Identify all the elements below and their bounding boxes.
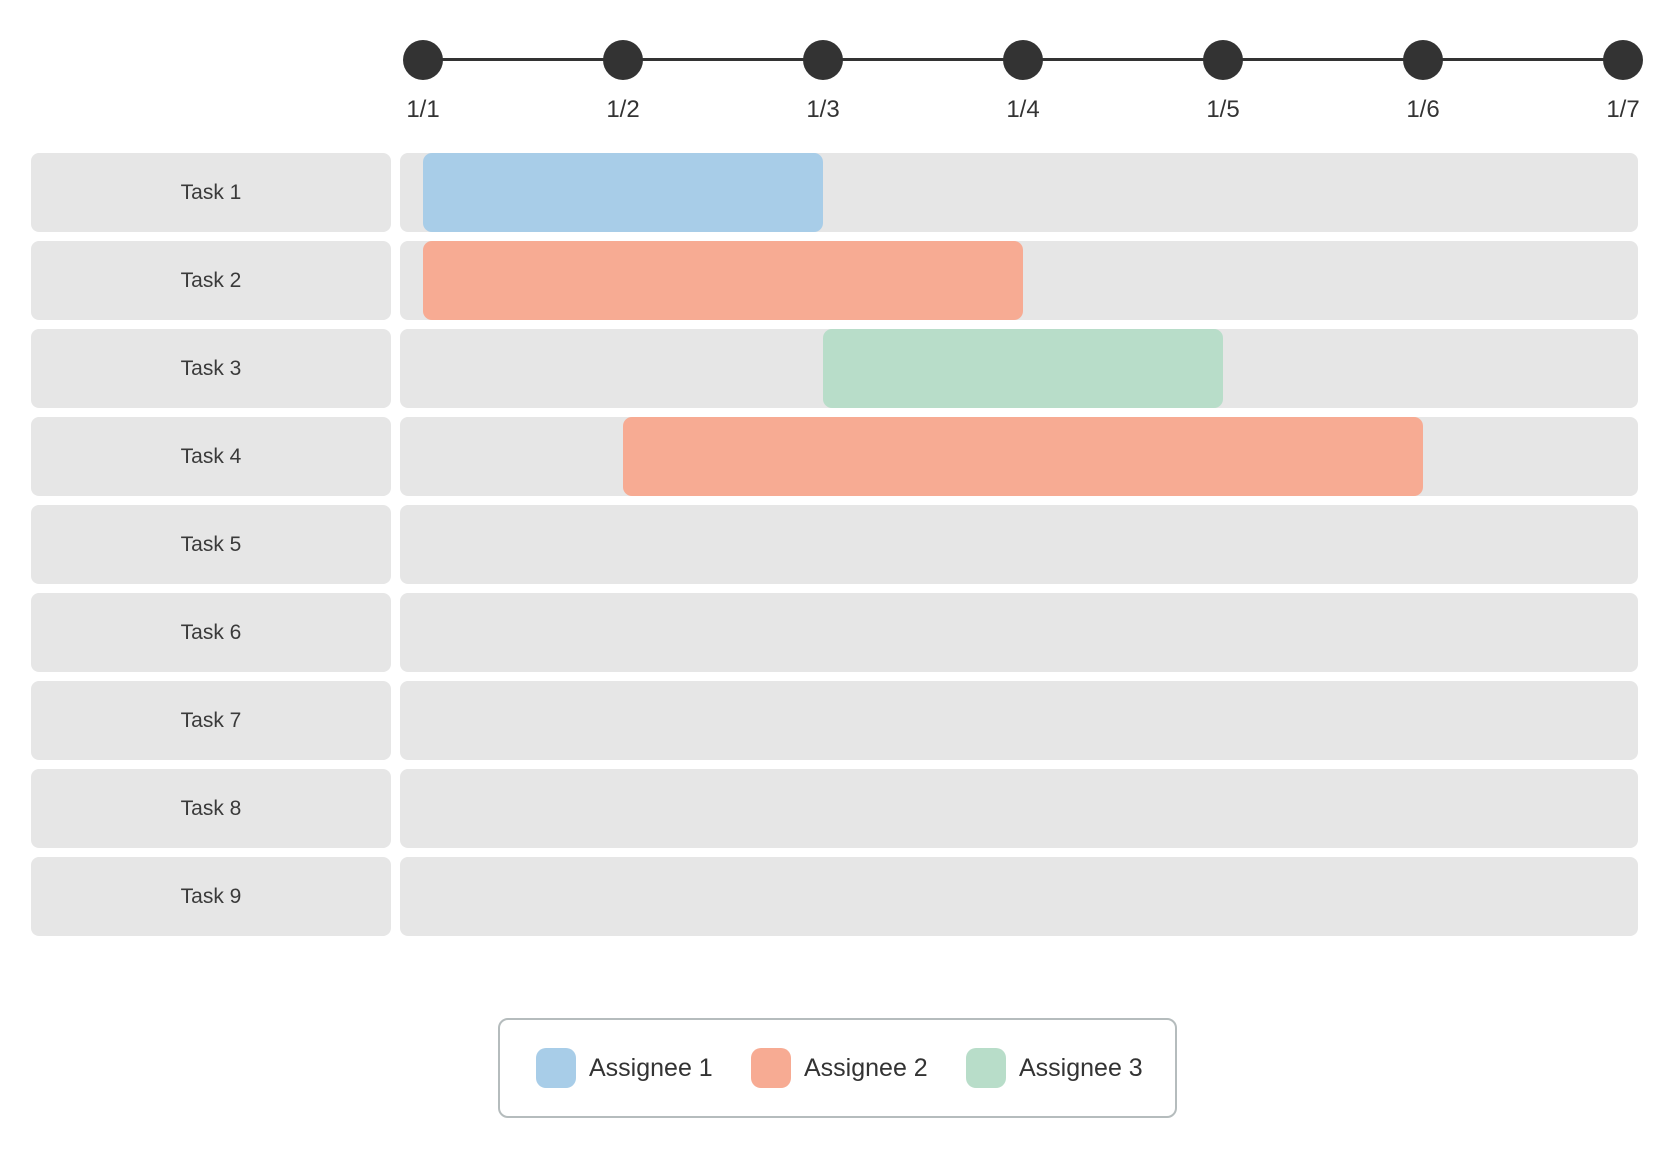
- task-label: Task 6: [31, 593, 391, 672]
- task-label-text: Task 5: [180, 532, 242, 556]
- legend-swatch: [751, 1048, 791, 1088]
- task-label: Task 2: [31, 241, 391, 320]
- task-row-track: [400, 681, 1638, 760]
- task-label: Task 7: [31, 681, 391, 760]
- task-row-track: [400, 505, 1638, 584]
- task-label: Task 8: [31, 769, 391, 848]
- timeline-date-label: 1/6: [1406, 96, 1440, 123]
- task-row-track: [400, 417, 1638, 496]
- timeline-date-label: 1/1: [406, 96, 440, 123]
- task-row-track: [400, 241, 1638, 320]
- task-label-text: Task 4: [180, 444, 242, 468]
- timeline-date-label: 1/3: [806, 96, 840, 123]
- task-label-text: Task 8: [180, 796, 242, 820]
- timeline-dot[interactable]: [603, 40, 643, 80]
- timeline-dot[interactable]: [1403, 40, 1443, 80]
- task-label-text: Task 7: [180, 708, 242, 732]
- timeline-date-label: 1/2: [606, 96, 640, 123]
- task-label: Task 3: [31, 329, 391, 408]
- timeline-date-label: 1/5: [1206, 96, 1240, 123]
- legend-label: Assignee 2: [804, 1053, 928, 1082]
- task-label: Task 5: [31, 505, 391, 584]
- task-label-text: Task 6: [180, 620, 242, 644]
- legend-label: Assignee 3: [1019, 1053, 1143, 1082]
- task-label: Task 1: [31, 153, 391, 232]
- task-bar[interactable]: [823, 329, 1223, 408]
- timeline-date-label: 1/7: [1606, 96, 1640, 123]
- timeline-dot[interactable]: [803, 40, 843, 80]
- task-label-text: Task 2: [180, 268, 242, 292]
- timeline-dot[interactable]: [1003, 40, 1043, 80]
- legend-swatch: [966, 1048, 1006, 1088]
- task-row-track: [400, 769, 1638, 848]
- task-row-track: [400, 857, 1638, 936]
- task-label: Task 9: [31, 857, 391, 936]
- task-label-text: Task 1: [180, 180, 242, 204]
- task-bar[interactable]: [423, 153, 823, 232]
- timeline-dot[interactable]: [1603, 40, 1643, 80]
- legend-item: Assignee 1: [536, 1048, 713, 1088]
- legend-box: Assignee 1 Assignee 2 Assignee 3: [498, 1018, 1177, 1118]
- timeline-date-label: 1/4: [1006, 96, 1040, 123]
- task-row-track: [400, 153, 1638, 232]
- timeline-dot[interactable]: [403, 40, 443, 80]
- task-label: Task 4: [31, 417, 391, 496]
- task-bar[interactable]: [423, 241, 1023, 320]
- task-row-track: [400, 329, 1638, 408]
- legend-swatch: [536, 1048, 576, 1088]
- task-label-text: Task 9: [180, 884, 242, 908]
- task-row-track: [400, 593, 1638, 672]
- timeline-dot[interactable]: [1203, 40, 1243, 80]
- task-bar[interactable]: [623, 417, 1423, 496]
- legend-item: Assignee 2: [751, 1048, 928, 1088]
- legend-label: Assignee 1: [589, 1053, 713, 1082]
- legend-item: Assignee 3: [966, 1048, 1143, 1088]
- task-label-text: Task 3: [180, 356, 242, 380]
